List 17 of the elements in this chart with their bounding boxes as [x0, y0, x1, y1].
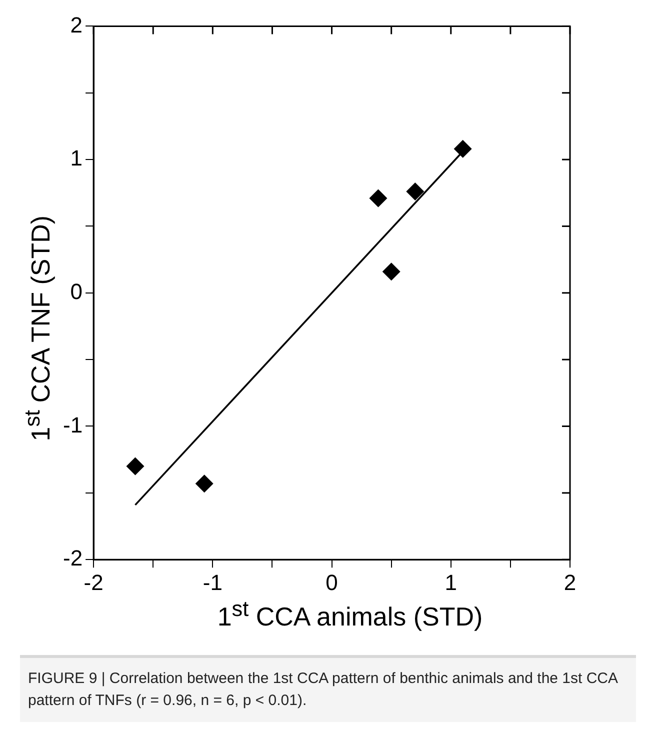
y-tick-label: -1 [63, 412, 83, 438]
y-tick-label: 2 [70, 12, 83, 38]
x-tick-label: 1 [444, 570, 458, 595]
y-tick-label: 0 [70, 278, 83, 304]
x-tick-label: -1 [202, 570, 222, 595]
x-axis-title: 1$^{st}$ CCA animals (STD) [216, 596, 484, 633]
point [369, 189, 388, 208]
y-tick-label: -2 [63, 546, 83, 571]
point [126, 457, 144, 476]
point [382, 262, 400, 281]
y-tick-label: 1 [70, 146, 83, 171]
x-tick-label: 2 [564, 570, 576, 595]
x-tick-label: 0 [326, 570, 338, 595]
point [406, 182, 424, 201]
point [195, 474, 214, 493]
caption: FIGURE 9 | Correlation between the 1st CCA pattern of benthic animals and the 1st CCA pattern of TNFs (r = 0.96, n = 6, p < 0.01). [20, 655, 636, 722]
point [454, 140, 472, 158]
